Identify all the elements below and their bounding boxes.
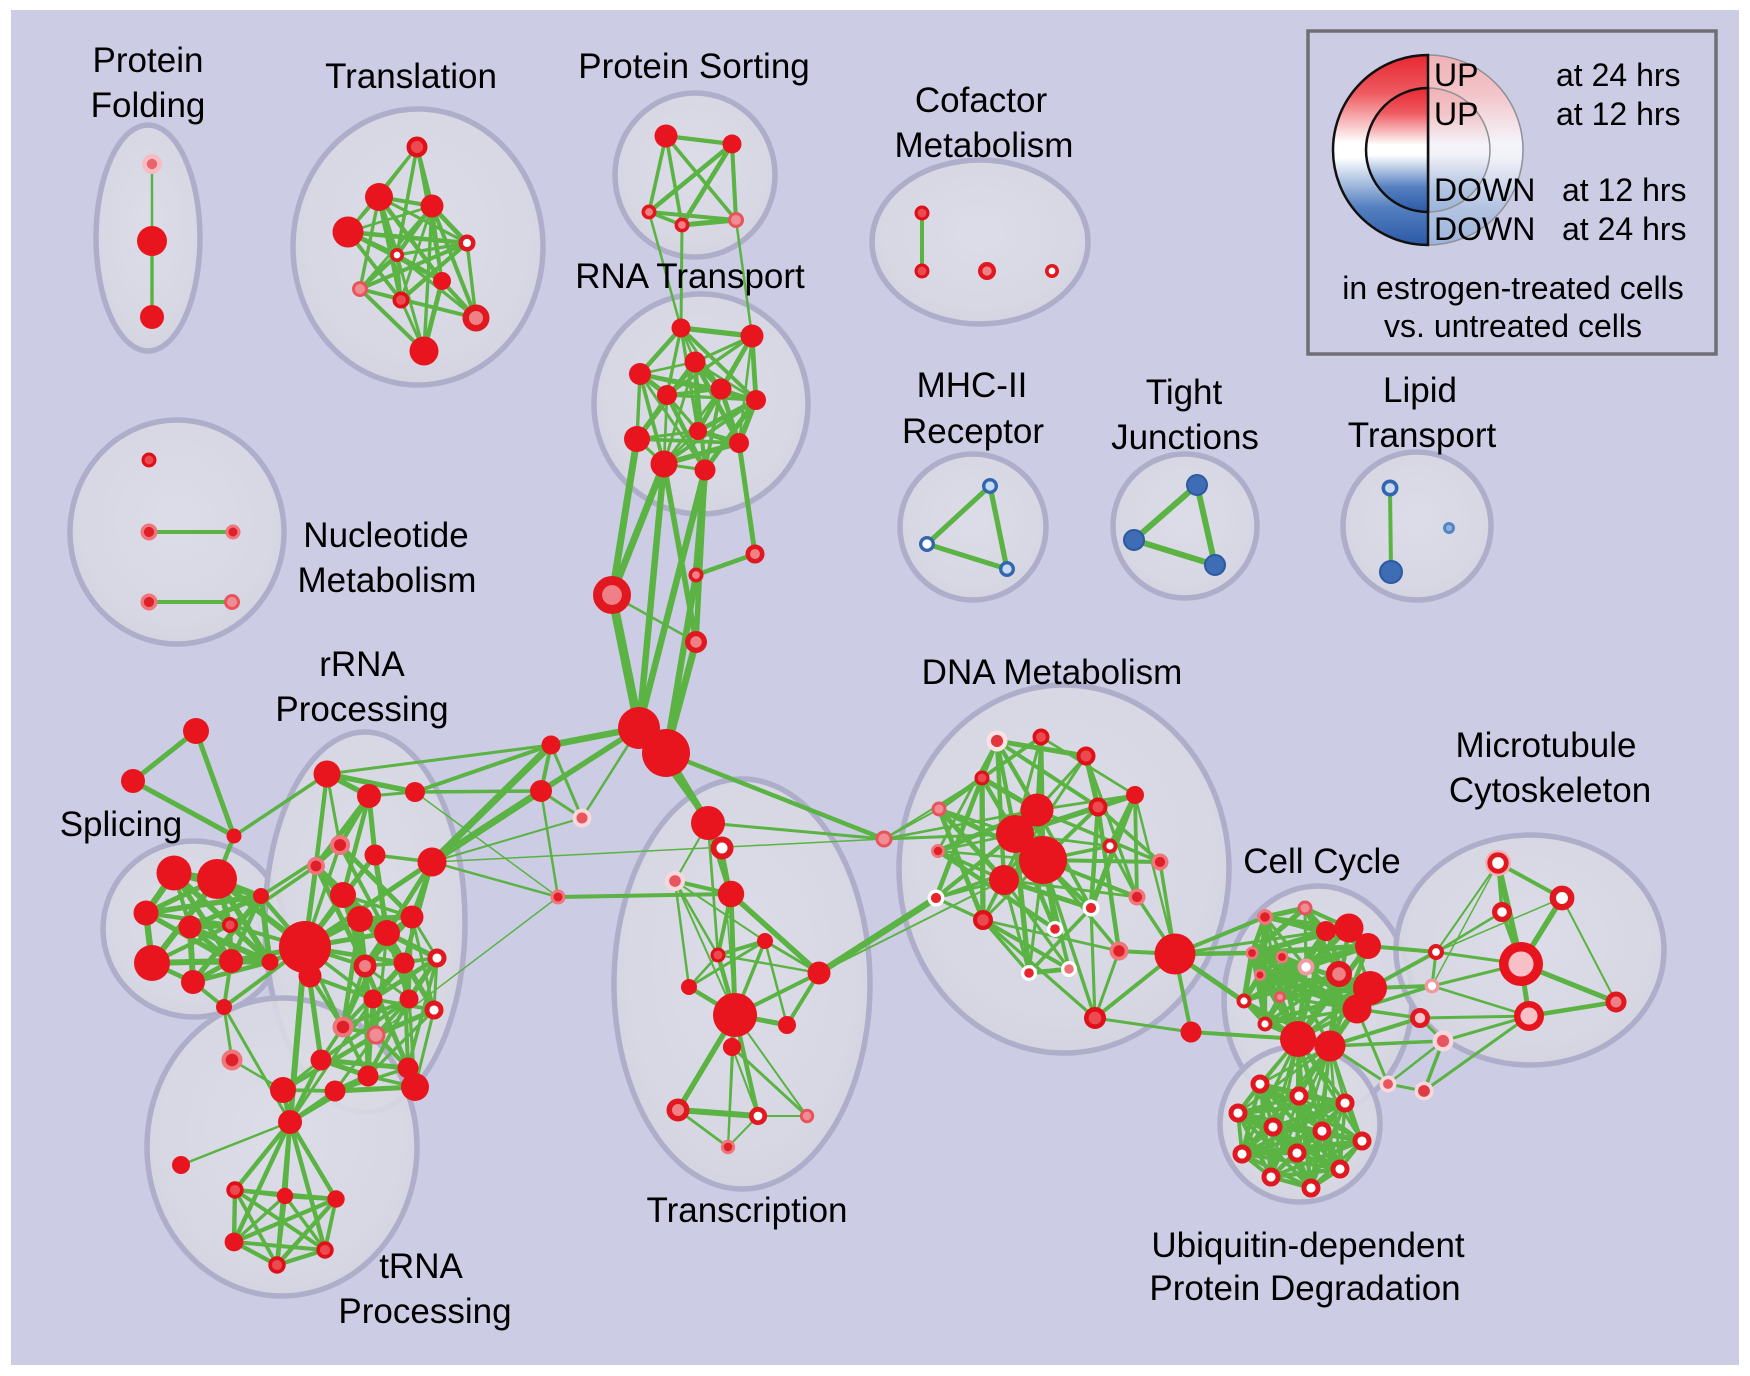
- svg-text:at 12 hrs: at 12 hrs: [1556, 96, 1681, 132]
- svg-text:at 24 hrs: at 24 hrs: [1556, 57, 1681, 93]
- svg-text:Translation: Translation: [325, 57, 497, 96]
- svg-text:Processing: Processing: [275, 690, 448, 729]
- svg-text:DOWN: DOWN: [1434, 211, 1535, 247]
- svg-text:Receptor: Receptor: [902, 412, 1044, 451]
- svg-text:DOWN: DOWN: [1434, 172, 1535, 208]
- svg-text:UP: UP: [1434, 57, 1478, 93]
- svg-text:Lipid: Lipid: [1383, 371, 1457, 410]
- svg-text:Tight: Tight: [1146, 373, 1223, 412]
- svg-text:UP: UP: [1434, 96, 1478, 132]
- svg-text:Metabolism: Metabolism: [298, 561, 477, 600]
- svg-text:vs. untreated cells: vs. untreated cells: [1384, 308, 1642, 344]
- svg-text:Metabolism: Metabolism: [895, 126, 1074, 165]
- svg-text:Splicing: Splicing: [60, 805, 183, 844]
- svg-text:Ubiquitin-dependent: Ubiquitin-dependent: [1151, 1226, 1465, 1265]
- svg-text:RNA Transport: RNA Transport: [575, 257, 805, 296]
- svg-text:Junctions: Junctions: [1111, 418, 1259, 457]
- svg-text:at 12 hrs: at 12 hrs: [1562, 172, 1687, 208]
- svg-text:Protein Sorting: Protein Sorting: [578, 47, 810, 86]
- svg-text:at 24 hrs: at 24 hrs: [1562, 211, 1687, 247]
- svg-text:Nucleotide: Nucleotide: [303, 516, 468, 555]
- svg-text:Transcription: Transcription: [647, 1191, 848, 1230]
- svg-text:Folding: Folding: [91, 86, 206, 125]
- svg-text:Microtubule: Microtubule: [1456, 726, 1637, 765]
- svg-text:in estrogen-treated cells: in estrogen-treated cells: [1342, 270, 1684, 306]
- svg-text:Cell Cycle: Cell Cycle: [1243, 842, 1401, 881]
- svg-text:DNA Metabolism: DNA Metabolism: [922, 653, 1183, 692]
- svg-text:MHC-II: MHC-II: [917, 366, 1028, 405]
- svg-text:tRNA: tRNA: [379, 1247, 463, 1286]
- svg-text:Protein Degradation: Protein Degradation: [1149, 1269, 1460, 1308]
- svg-text:rRNA: rRNA: [319, 645, 405, 684]
- svg-text:Protein: Protein: [93, 41, 204, 80]
- svg-text:Cytoskeleton: Cytoskeleton: [1449, 771, 1651, 810]
- svg-text:Processing: Processing: [338, 1292, 511, 1331]
- svg-text:Transport: Transport: [1348, 416, 1497, 455]
- svg-text:Cofactor: Cofactor: [915, 81, 1048, 120]
